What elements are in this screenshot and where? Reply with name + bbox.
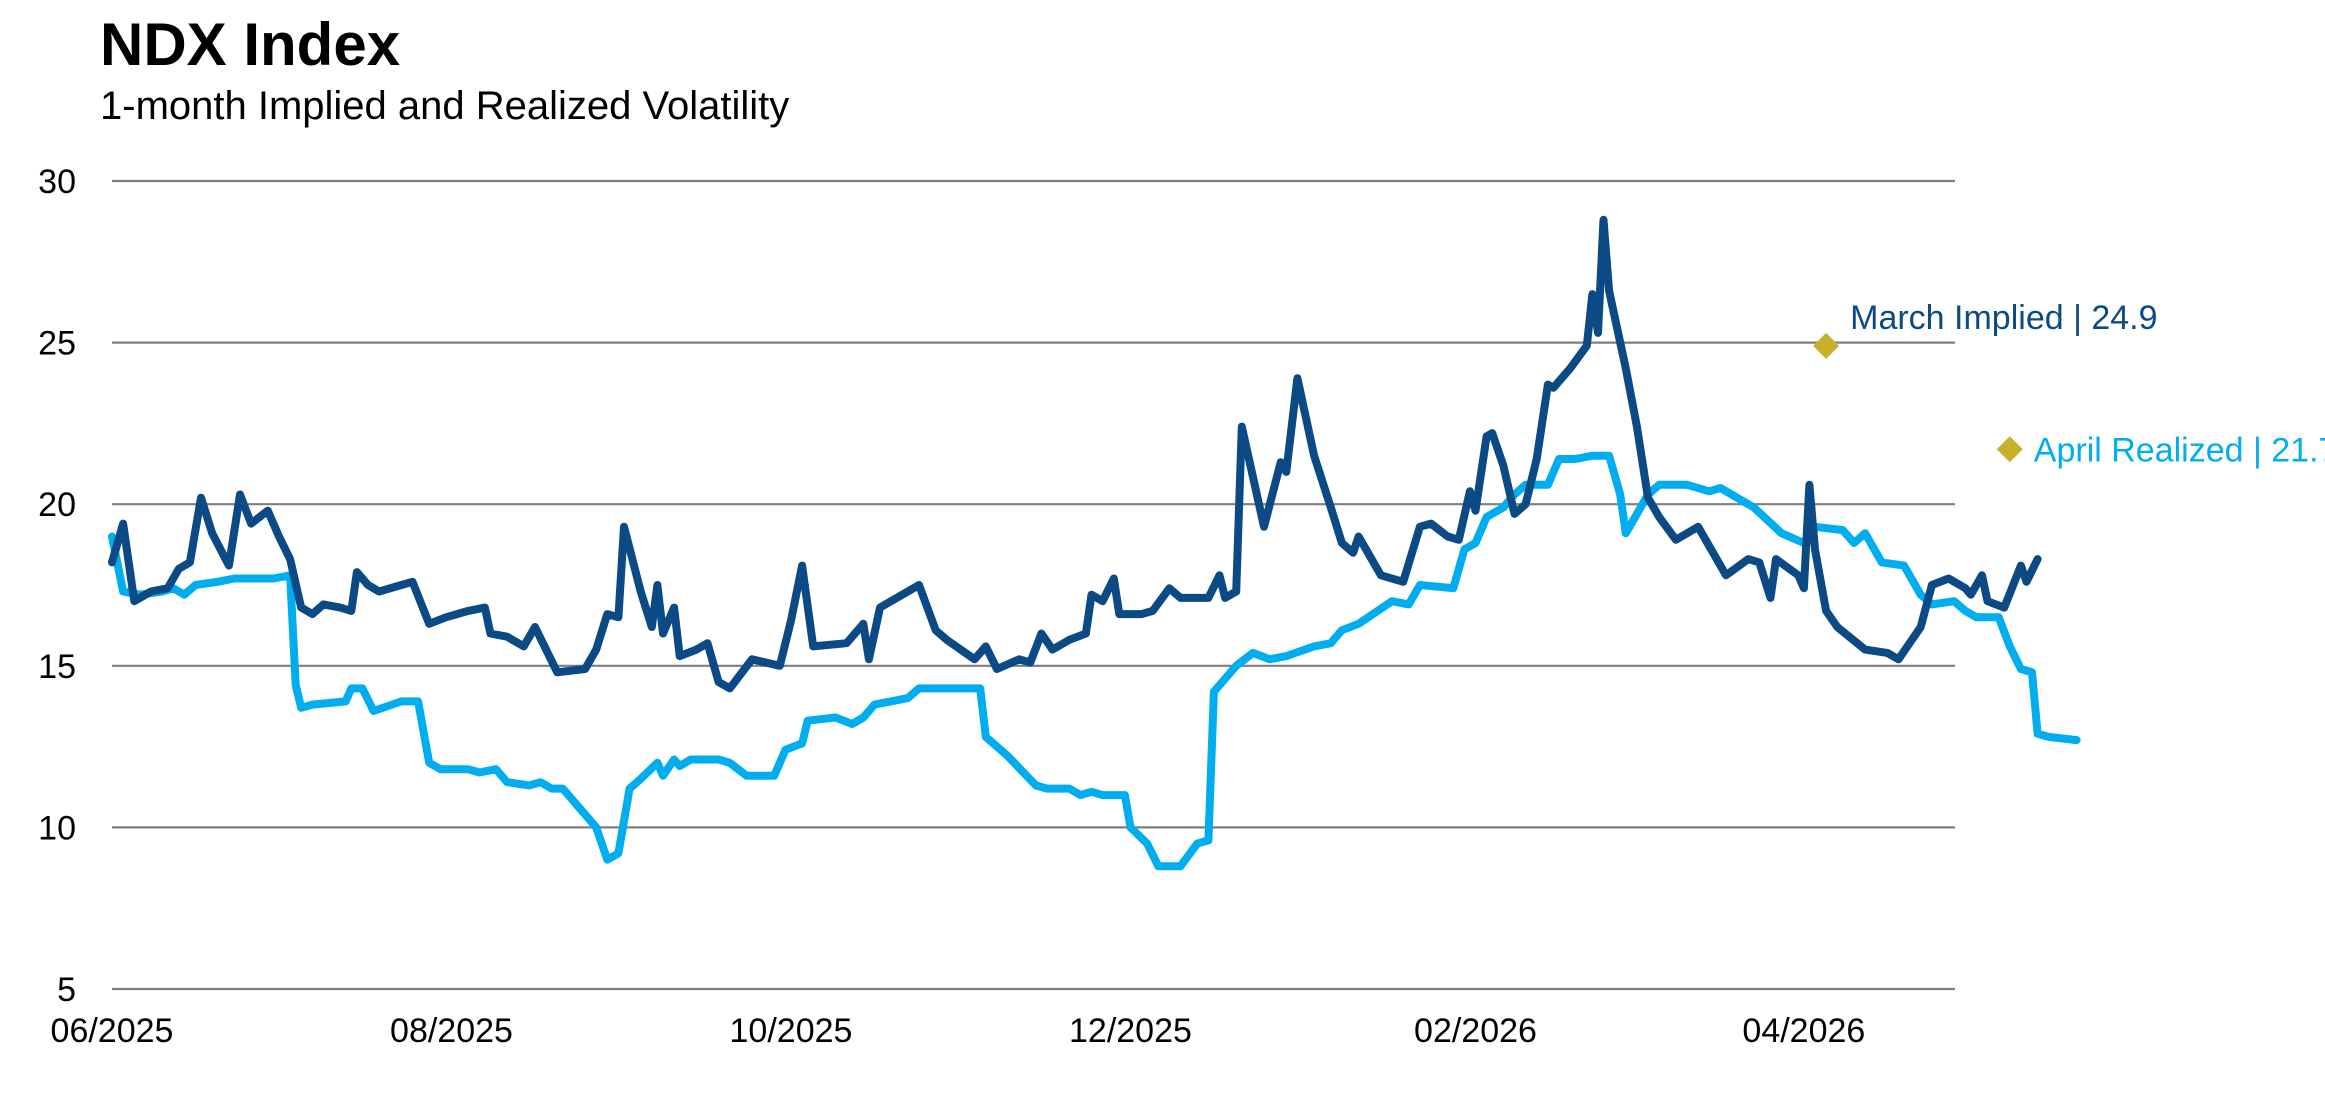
implied-vol-line [108, 215, 2042, 693]
y-tick-label: 15 [38, 648, 76, 686]
x-tick-label: 12/2025 [1069, 1012, 1192, 1050]
y-tick-label: 25 [38, 325, 76, 363]
x-tick-label: 06/2025 [51, 1012, 174, 1050]
chart-title: NDX Index [100, 11, 401, 78]
x-tick-label: 08/2025 [390, 1012, 513, 1050]
y-tick-label: 5 [57, 971, 76, 1009]
annotation-label: March Implied | 24.9 [1850, 299, 2157, 337]
y-tick-label: 30 [38, 163, 76, 201]
annotation-marker [1813, 332, 1840, 359]
y-tick-label: 10 [38, 809, 76, 847]
realized-vol-line [108, 451, 2081, 871]
x-tick-label: 04/2026 [1742, 1012, 1865, 1050]
x-tick-label: 10/2025 [730, 1012, 853, 1050]
annotation-label: April Realized | 21.7 [2034, 431, 2325, 469]
annotation-marker [1996, 436, 2023, 463]
y-tick-label: 20 [38, 486, 76, 524]
x-tick-label: 02/2026 [1414, 1012, 1537, 1050]
chart-subtitle: 1-month Implied and Realized Volatility [100, 84, 790, 128]
